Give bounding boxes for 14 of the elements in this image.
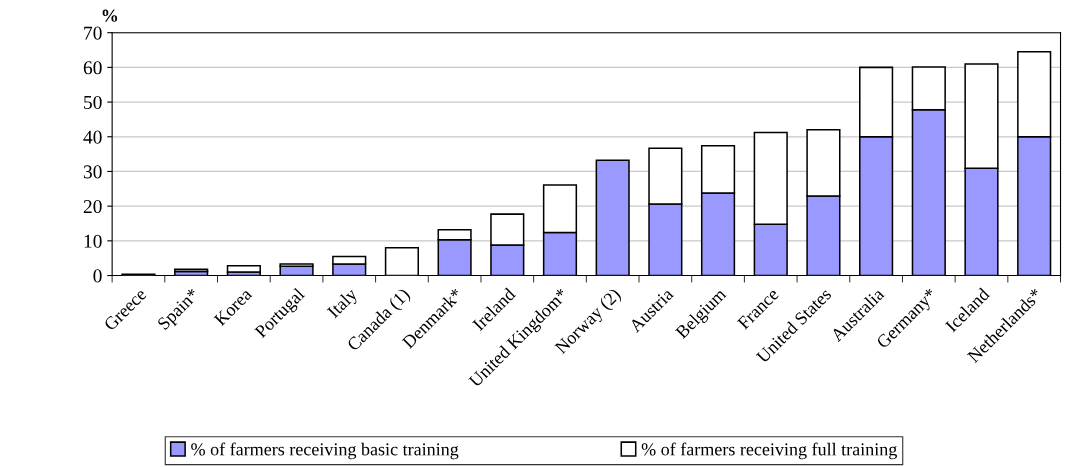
y-tick-label: 20 [83,199,102,214]
y-tick-label: 70 [84,26,102,40]
y-tick-label: 0 [93,269,102,283]
y-tick-label: 40 [83,130,102,144]
y-tick-label: 60 [83,61,102,75]
bar [384,247,420,276]
y-axis-title: % [102,9,118,22]
y-tick-label: 10 [84,234,102,248]
bar [595,159,630,276]
y-tick-label: 30 [83,165,102,179]
bar [226,265,261,273]
y-tick-label: 50 [84,95,102,110]
legend-label: % of farmers receiving basic training [191,442,459,460]
legend-label: % of farmers receiving full training [641,442,897,460]
